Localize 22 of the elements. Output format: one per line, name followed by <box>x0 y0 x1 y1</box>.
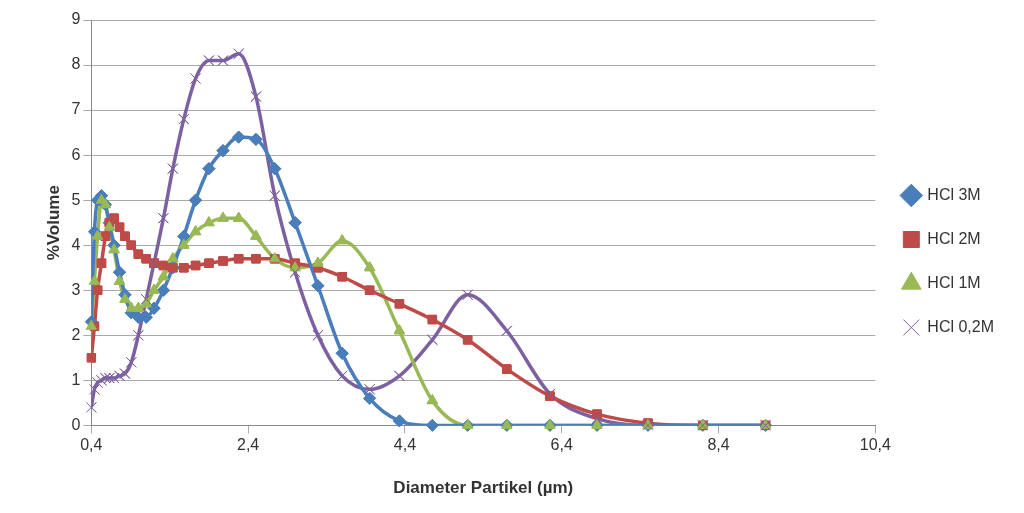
y-tick-label: 4 <box>71 235 81 253</box>
legend-label: HCl 0,2M <box>927 317 995 335</box>
x-tick-label: 4,4 <box>393 436 417 454</box>
y-tick-label: 5 <box>71 190 81 208</box>
legend-label: HCl 2M <box>927 229 981 247</box>
y-tick-label: 3 <box>71 280 81 298</box>
legend-label: HCl 3M <box>927 185 981 203</box>
y-tick-label: 8 <box>71 55 81 73</box>
y-tick-label: 7 <box>71 100 81 118</box>
x-axis-title: Diameter Partikel (µm) <box>393 478 574 498</box>
y-tick-label: 9 <box>71 10 81 28</box>
legend-label: HCl 1M <box>927 273 981 291</box>
x-tick-label: 6,4 <box>550 436 573 454</box>
y-tick-label: 1 <box>71 370 81 388</box>
y-tick-label: 0 <box>71 415 81 433</box>
x-tick-label: 0,4 <box>80 436 103 454</box>
x-tick-label: 10,4 <box>859 436 891 454</box>
y-axis-title: %Volume <box>43 185 63 261</box>
x-tick-label: 8,4 <box>707 436 730 454</box>
x-tick-label: 2,4 <box>236 436 260 454</box>
y-tick-label: 2 <box>71 325 81 343</box>
y-tick-label: 6 <box>71 145 81 163</box>
